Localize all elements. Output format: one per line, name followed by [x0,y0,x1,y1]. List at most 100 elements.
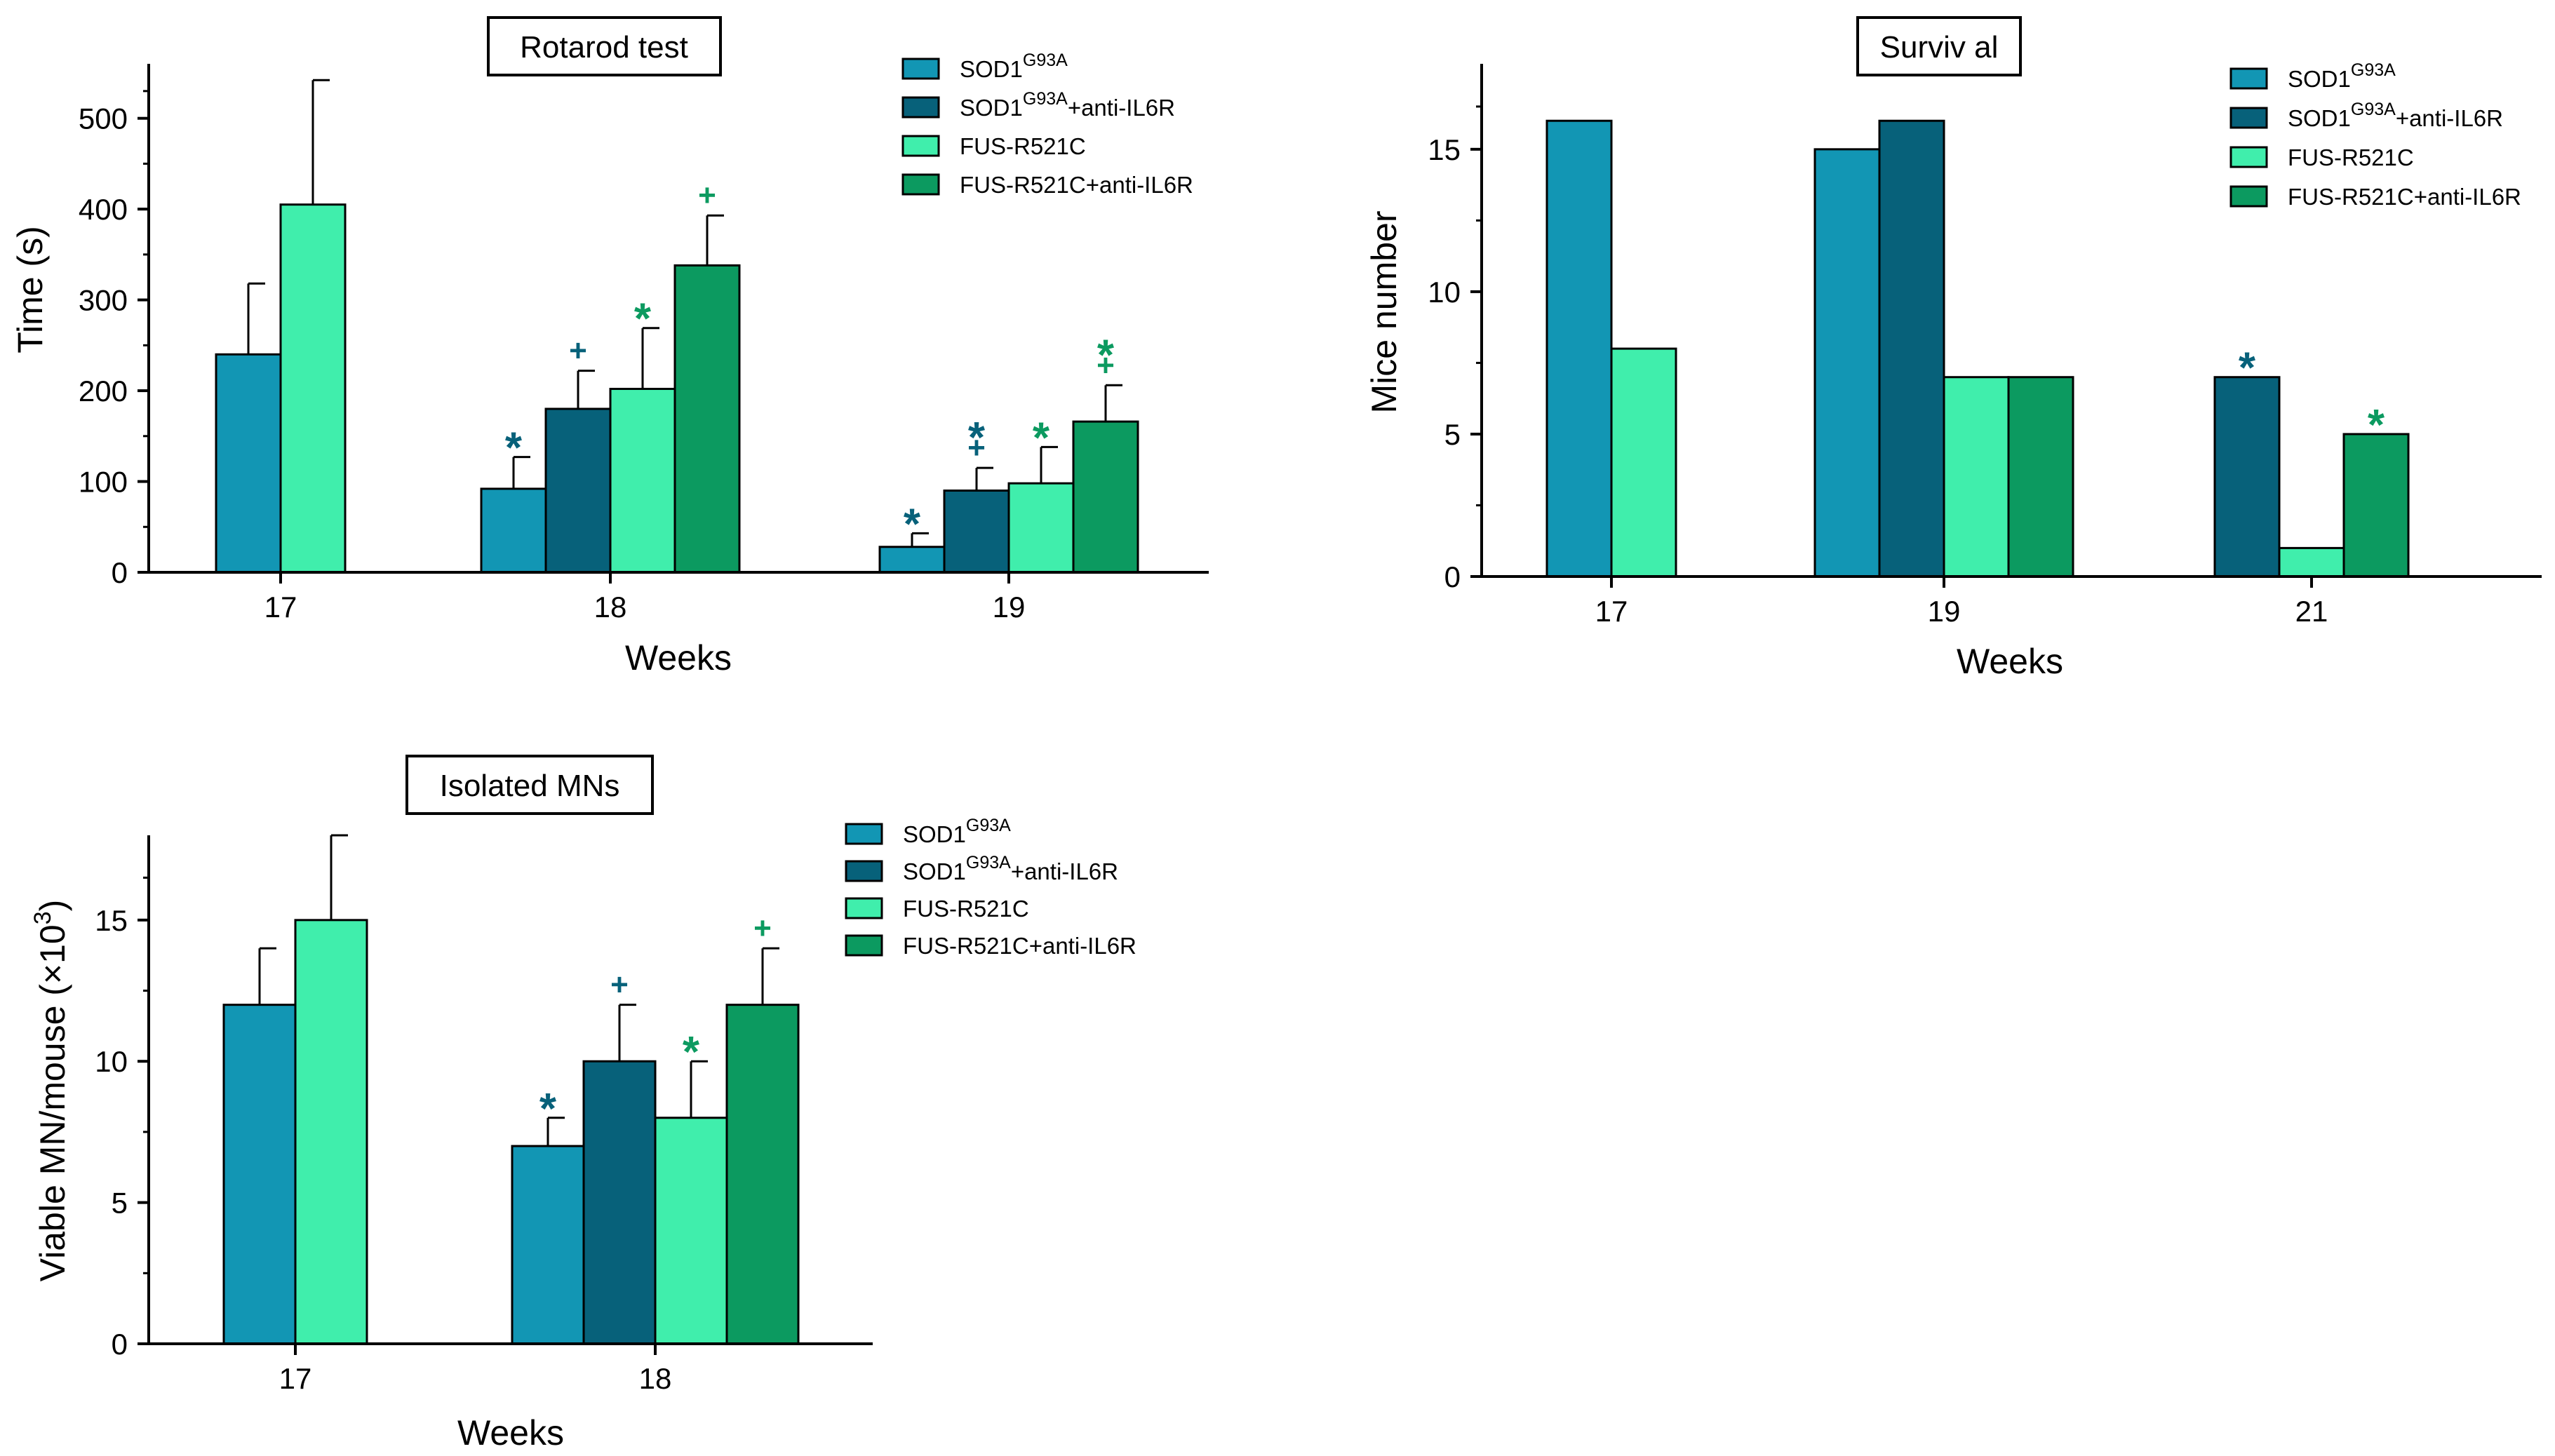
isolated-bar-w18-s0 [511,1145,585,1345]
isolated-bar-w17-s2 [294,919,368,1345]
rotarod-mark-w19-s3-1: * [1097,331,1115,379]
rotarod-legend-swatch-2 [901,135,940,157]
isolated-bar-w18-s1 [582,1060,657,1345]
isolated-title: Isolated MNs [440,769,620,803]
rotarod-mark-w19-s1-1: * [968,414,986,462]
rotarod-legend-swatch-0 [901,58,940,80]
isolated-bar-w18-s3 [725,1004,800,1345]
isolated-legend-label-3: FUS-R521C+anti-IL6R [903,933,1136,959]
rotarod-bars: *+*+*+* *+* [215,79,1139,574]
rotarod-bar-w17-s2 [279,203,347,574]
survival-ytick-label-10: 10 [1428,276,1461,309]
isolated-title-box [405,755,654,815]
rotarod-bar-w18-s2 [609,387,676,574]
isolated-x-label: Weeks [457,1413,564,1452]
survival-bar-w19-s1 [1878,119,1945,578]
rotarod-ytick-label-200: 200 [79,375,128,407]
isolated-mark-w18-s0-0: * [539,1085,557,1133]
rotarod-legend-label-3: FUS-R521C+anti-IL6R [960,172,1193,198]
survival-legend-label-0: SOD1G93A [2288,60,2396,92]
survival-bar-w17-s2 [1610,347,1677,578]
isolated-bars: * + * + [222,834,800,1345]
survival-ytick-label-15: 15 [1428,133,1461,166]
rotarod-bar-w19-s3 [1072,420,1139,574]
rotarod-title-box [487,16,722,76]
rotarod-bar-w19-s2 [1007,482,1075,574]
isolated-legend-swatch-0 [845,823,883,845]
rotarod-mark-w19-s1-0: + [967,431,986,465]
rotarod-bar-w18-s0 [480,487,547,574]
isolated-legend: SOD1G93A SOD1G93A+anti-IL6R FUS-R521C FUS-R… [845,816,1136,959]
survival-legend: SOD1G93A SOD1G93A+anti-IL6R FUS-R521C FUS-R… [2229,60,2521,210]
isolated-xtick-label-17: 17 [279,1362,312,1395]
survival-bar-w21-s3 [2342,433,2410,578]
survival-xtick-label-21: 21 [2295,595,2328,628]
survival-xtick-label-19: 19 [1928,595,1961,628]
rotarod-x-label: Weeks [625,638,732,678]
survival-bar-w21-s1 [2213,376,2281,578]
isolated-mark-w18-s3-0: + [753,911,772,945]
survival-ytick-label-0: 0 [1444,560,1461,593]
survival-xtick-label-17: 17 [1595,595,1628,628]
isolated-ytick-label-5: 5 [112,1187,128,1220]
rotarod-legend-label-1: SOD1G93A+anti-IL6R [960,89,1175,121]
survival-legend-swatch-0 [2229,67,2268,90]
survival-mark-w21-s3-0: * [2368,401,2385,450]
isolated-ytick-label-0: 0 [112,1328,128,1361]
survival-title-box [1856,16,2022,76]
rotarod-y-label: Time (s) [11,226,50,353]
rotarod-legend: SOD1G93A SOD1G93A+anti-IL6R FUS-R521C FUS-R… [901,50,1193,198]
rotarod-ytick-label-500: 500 [79,102,128,135]
rotarod-ytick-label-100: 100 [79,466,128,499]
rotarod-legend-swatch-3 [901,173,940,196]
isolated-xtick-label-18: 18 [639,1362,672,1395]
isolated-legend-label-2: FUS-R521C [903,896,1029,922]
rotarod-ytick-label-0: 0 [112,556,128,589]
survival-bars: ** [1545,119,2410,578]
rotarod-chart: Rotarod test*+*+*+* *+*010020030040050017… [11,16,1209,678]
rotarod-mark-w18-s0-0: * [505,424,523,473]
rotarod-bar-w18-s3 [673,264,741,574]
isolated-legend-label-0: SOD1G93A [903,816,1011,847]
isolated-chart: Isolated MNs * + * +0 5 10 15 17 18 Weeks Viable MN… [29,755,1136,1452]
isolated-mark-w18-s2-0: * [683,1028,700,1077]
rotarod-mark-w19-s2-0: * [1033,414,1050,462]
survival-legend-swatch-3 [2229,185,2268,208]
rotarod-mark-w18-s2-0: * [634,295,652,344]
survival-bar-w17-s0 [1545,119,1613,578]
isolated-mark-w18-s1-0: + [610,968,629,1002]
isolated-y-label: Viable MN/mouse (×103) [29,900,72,1282]
survival-legend-label-3: FUS-R521C+anti-IL6R [2288,184,2521,210]
survival-mark-w21-s1-0: * [2239,344,2256,393]
survival-x-label: Weeks [1957,642,2063,681]
isolated-legend-swatch-2 [845,897,883,919]
survival-legend-swatch-2 [2229,146,2268,168]
survival-legend-swatch-1 [2229,107,2268,129]
survival-bar-w21-s2 [2278,546,2345,578]
rotarod-legend-label-0: SOD1G93A [960,50,1068,82]
isolated-legend-label-1: SOD1G93A+anti-IL6R [903,853,1118,884]
rotarod-legend-label-2: FUS-R521C [960,133,1086,159]
survival-y-label: Mice number [1364,211,1404,414]
isolated-legend-swatch-1 [845,860,883,882]
isolated-legend-swatch-3 [845,934,883,957]
rotarod-bar-w19-s1 [943,489,1010,574]
rotarod-xtick-label-17: 17 [264,591,297,623]
survival-bar-w19-s0 [1813,148,1881,578]
isolated-ytick-label-10: 10 [95,1045,128,1078]
isolated-ytick-label-15: 15 [95,904,128,937]
survival-legend-label-2: FUS-R521C [2288,144,2414,170]
rotarod-bar-w18-s1 [544,407,612,574]
rotarod-bar-w17-s0 [215,353,282,574]
isolated-bar-w18-s2 [654,1117,728,1345]
rotarod-mark-w18-s1-0: + [569,334,587,368]
rotarod-xtick-label-19: 19 [993,591,1026,623]
rotarod-ytick-label-300: 300 [79,284,128,317]
rotarod-mark-w19-s0-0: * [904,500,921,548]
survival-bar-w19-s3 [2007,376,2074,578]
survival-title: Surviv al [1880,30,1999,65]
survival-ytick-label-5: 5 [1444,418,1461,451]
rotarod-xtick-label-18: 18 [594,591,627,623]
